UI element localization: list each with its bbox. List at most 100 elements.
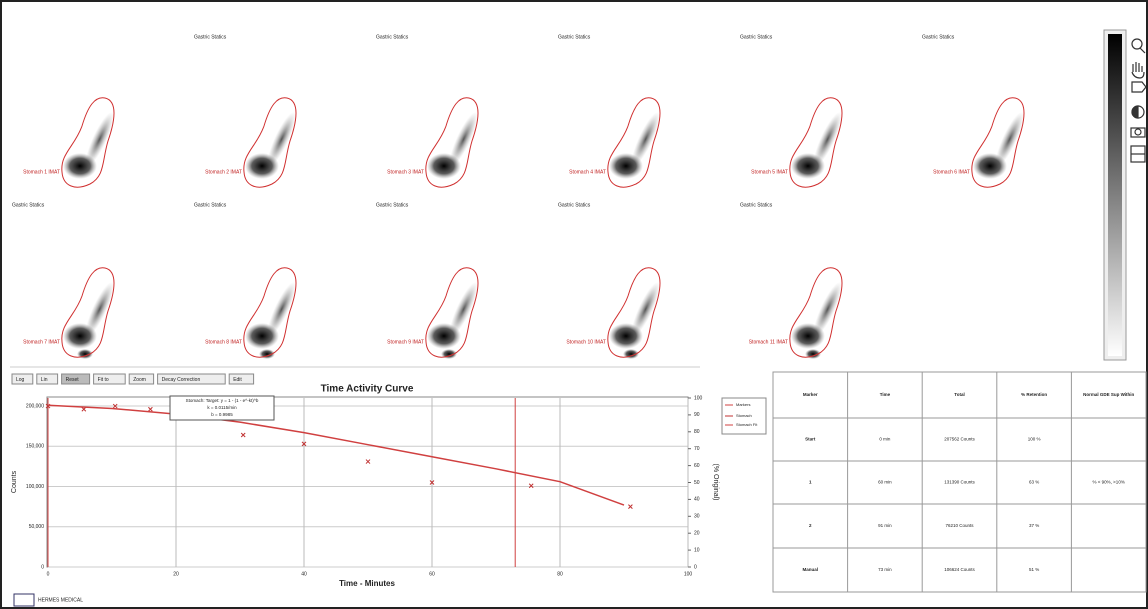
toolbar-label: Edit [233, 377, 242, 383]
image-trail [85, 281, 114, 337]
y2-tick-label: 50 [694, 480, 700, 486]
y2-tick-label: 20 [694, 531, 700, 537]
y-tick-label: 50,000 [29, 524, 45, 530]
y2-tick-label: 60 [694, 463, 700, 469]
table-header: Normal GDE Sup Within [1083, 392, 1134, 397]
roi-label: Stomach 6 IMAT [933, 169, 970, 175]
legend-label: Stomach Fit [736, 422, 758, 427]
image-blob [973, 153, 1007, 179]
table-cell: 63 % [1029, 480, 1039, 485]
y2-tick-label: 70 [694, 446, 700, 452]
table-cell: 100 % [1028, 437, 1041, 442]
y-axis-label: Counts [11, 470, 18, 493]
panel-title: Gastric Statics [194, 34, 227, 40]
x-tick-label: 0 [47, 571, 50, 577]
table-header: % Retention [1021, 392, 1047, 397]
image-blob [63, 153, 97, 179]
toolbar-label: Decay Correction [162, 377, 201, 383]
data-point [240, 432, 246, 438]
image-blob [245, 323, 279, 349]
toolbar-button[interactable] [36, 373, 59, 385]
roi-label: Stomach 2 IMAT [205, 169, 242, 175]
table-cell: 73 min [878, 567, 892, 572]
table-header: Marker [803, 392, 818, 397]
toolbar-button[interactable] [157, 373, 226, 385]
y2-tick-label: 10 [694, 547, 700, 553]
data-point [148, 406, 153, 412]
toolbar-label: Lin [41, 377, 48, 383]
table-cell: 37 % [1029, 523, 1039, 528]
y2-axis-label: (% Original) [712, 464, 719, 501]
colorbar [1108, 34, 1122, 356]
toolbar-button[interactable] [128, 373, 155, 385]
panel-title: Gastric Statics [740, 34, 773, 40]
roi-label: Stomach 4 IMAT [569, 169, 606, 175]
toolbar-label: Log [16, 377, 25, 383]
roi-label: Stomach 7 IMAT [23, 339, 60, 345]
roi-outline [243, 267, 297, 358]
chart-title: Time Activity Curve [321, 384, 414, 395]
image-blob [791, 153, 825, 179]
roi-outline [789, 97, 843, 188]
y-tick-label: 0 [41, 564, 44, 570]
table-cell: 106624 Counts [944, 567, 975, 572]
table-cell: 76210 Counts [945, 523, 974, 528]
roi-outline [425, 97, 479, 188]
roi-label: Stomach 11 IMAT [749, 339, 788, 345]
image-trail [267, 281, 296, 337]
y2-tick-label: 0 [694, 564, 697, 570]
toolbar-button[interactable] [93, 373, 126, 385]
y-tick-label: 150,000 [26, 444, 44, 450]
y2-tick-label: 90 [694, 412, 700, 418]
image-blob [791, 323, 825, 349]
toolbar-label: Fit to [98, 377, 109, 383]
y-tick-label: 200,000 [26, 403, 44, 409]
logo: HERMES MEDICAL [38, 597, 83, 603]
data-point [365, 459, 371, 464]
image-trail [631, 281, 660, 337]
toolbar-button[interactable] [228, 373, 255, 385]
roi-label: Stomach 5 IMAT [751, 169, 788, 175]
roi-label: Stomach 3 IMAT [387, 169, 424, 175]
annotation: k = 0.0115/min [207, 405, 237, 410]
table-cell: Manual [803, 567, 819, 572]
y2-tick-label: 40 [694, 497, 700, 503]
image-blob [609, 153, 643, 179]
toolbar-button[interactable] [61, 373, 91, 385]
y-tick-label: 100,000 [26, 484, 44, 490]
table-cell: 1 [809, 480, 812, 485]
image-blob [427, 153, 461, 179]
table-cell: 0 min [879, 437, 891, 442]
roi-outline [61, 97, 115, 188]
results-table [772, 371, 1147, 593]
panel-title: Gastric Statics [376, 202, 409, 208]
roi-label: Stomach 9 IMAT [387, 339, 424, 345]
roi-outline [789, 267, 843, 358]
roi-label: Stomach 8 IMAT [205, 339, 242, 345]
toolbar-label: Zoom [133, 377, 146, 383]
table-header: Time [880, 392, 891, 397]
table-cell: 60 min [878, 480, 892, 485]
tool-icons[interactable] [1130, 38, 1147, 163]
image-trail [449, 281, 478, 337]
annotation: Stomach: Target: y = 1 - (1 - e^-kt)^b [186, 398, 259, 403]
roi-label: Stomach 1 IMAT [23, 169, 60, 175]
image-trail [85, 111, 114, 167]
x-tick-label: 20 [173, 571, 179, 577]
panel-title: Gastric Statics [558, 202, 591, 208]
image-trail [813, 281, 842, 337]
data-point [628, 504, 633, 509]
roi-outline [971, 97, 1025, 188]
image-blob [245, 153, 279, 179]
logo-box [13, 593, 35, 607]
data-point [81, 406, 87, 412]
roi-outline [61, 267, 115, 358]
table-cell: 91 min [878, 523, 892, 528]
table-cell: % < 90%, >10% [1093, 480, 1125, 485]
panel-title: Gastric Statics [922, 34, 955, 40]
toolbar-button[interactable] [11, 373, 34, 385]
legend-label: Stomach [736, 413, 752, 418]
roi-label: Stomach 10 IMAT [566, 339, 606, 345]
x-tick-label: 100 [684, 571, 693, 577]
image-blob [427, 323, 461, 349]
